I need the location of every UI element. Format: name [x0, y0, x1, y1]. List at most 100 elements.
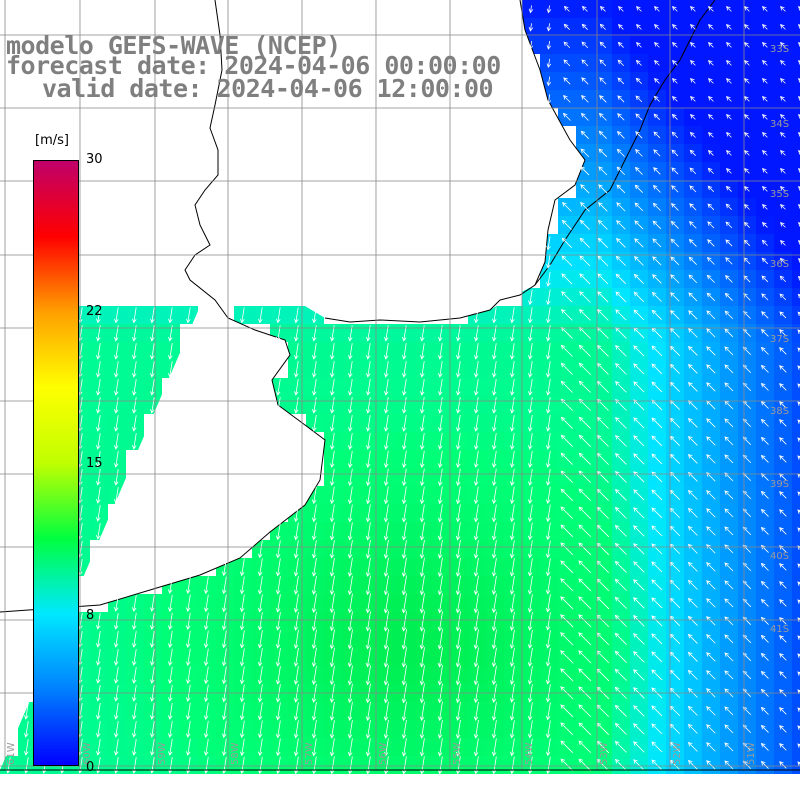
- wind-arrow: [401, 450, 407, 468]
- wind-arrow: [797, 509, 800, 514]
- wind-arrow: [545, 612, 551, 631]
- wind-arrow: [491, 540, 497, 559]
- wind-arrow: [780, 222, 786, 228]
- wind-arrow: [96, 451, 101, 468]
- wind-arrow: [96, 631, 101, 648]
- wind-arrow: [491, 665, 497, 686]
- wind-arrow: [419, 756, 425, 775]
- wind-arrow: [437, 611, 443, 632]
- wind-arrow: [651, 291, 662, 302]
- wind-arrow: [779, 455, 787, 463]
- wind-arrow: [563, 23, 570, 30]
- wind-arrow: [724, 724, 734, 734]
- wind-arrow: [724, 508, 734, 518]
- wind-arrow: [437, 629, 443, 650]
- wind-arrow: [311, 522, 317, 541]
- wind-arrow: [366, 361, 371, 378]
- wind-arrow: [329, 629, 335, 650]
- wind-arrow: [797, 581, 800, 586]
- wind-arrow: [760, 508, 769, 517]
- wind-arrow: [455, 450, 461, 468]
- wind-arrow: [598, 166, 608, 176]
- wind-arrow: [132, 666, 137, 684]
- wind-arrow: [420, 414, 425, 432]
- wind-arrow: [365, 575, 371, 596]
- wind-arrow: [203, 648, 209, 667]
- wind-arrow: [651, 489, 663, 501]
- wind-arrow: [651, 597, 663, 609]
- wind-arrow: [275, 522, 281, 541]
- wind-arrow: [311, 665, 317, 686]
- wind-arrow: [96, 487, 101, 504]
- wind-arrow: [329, 504, 335, 523]
- wind-arrow: [797, 293, 800, 299]
- wind-arrow: [365, 468, 371, 487]
- wind-arrow: [438, 397, 443, 414]
- wind-arrow: [546, 397, 551, 414]
- wind-arrow: [456, 414, 461, 432]
- wind-arrow: [578, 560, 592, 574]
- wind-arrow: [203, 666, 209, 685]
- wind-arrow: [560, 560, 574, 574]
- wind-arrow: [651, 363, 663, 375]
- wind-arrow: [438, 414, 443, 432]
- wind-arrow: [780, 6, 786, 12]
- wind-arrow: [689, 131, 696, 138]
- wind-arrow: [654, 42, 660, 48]
- wind-arrow: [563, 77, 571, 85]
- wind-arrow: [203, 702, 209, 721]
- wind-arrow: [348, 432, 353, 450]
- wind-arrow: [384, 361, 389, 378]
- wind-arrow: [96, 397, 101, 414]
- wind-arrow: [797, 275, 800, 281]
- wind-arrow: [473, 468, 479, 487]
- wind-arrow: [545, 522, 551, 541]
- wind-arrow: [598, 130, 607, 139]
- wind-arrow: [560, 596, 574, 610]
- wind-arrow: [276, 397, 281, 414]
- wind-arrow: [509, 738, 515, 757]
- wind-arrow: [706, 382, 716, 392]
- wind-arrow: [527, 593, 533, 613]
- wind-arrow: [275, 738, 281, 757]
- wind-speed-cell: [792, 432, 800, 450]
- wind-arrow: [762, 186, 768, 192]
- longitude-label: 51W: [746, 742, 757, 765]
- wind-arrow: [114, 703, 119, 720]
- wind-arrow: [455, 756, 461, 775]
- wind-arrow: [311, 593, 317, 614]
- wind-arrow: [616, 130, 625, 139]
- wind-arrow: [383, 539, 389, 559]
- wind-arrow: [527, 647, 533, 667]
- wind-arrow: [614, 722, 627, 735]
- wind-arrow: [510, 432, 515, 450]
- wind-arrow: [578, 578, 592, 592]
- wind-arrow: [221, 630, 227, 649]
- wind-arrow: [579, 273, 591, 285]
- wind-arrow: [797, 617, 800, 622]
- wind-arrow: [456, 397, 461, 414]
- wind-arrow: [347, 575, 353, 596]
- wind-arrow: [797, 527, 800, 532]
- wind-arrow: [599, 77, 607, 85]
- wind-arrow: [545, 756, 551, 775]
- wind-arrow: [150, 307, 155, 324]
- wind-arrow: [614, 524, 627, 537]
- wind-arrow: [293, 738, 299, 757]
- wind-arrow: [560, 542, 574, 556]
- wind-arrow: [293, 522, 299, 541]
- wind-arrow: [706, 706, 716, 716]
- wind-arrow: [168, 361, 173, 378]
- wind-arrow: [239, 576, 245, 595]
- wind-arrow: [473, 629, 479, 650]
- wind-arrow: [294, 379, 299, 396]
- wind-arrow: [509, 629, 515, 650]
- wind-arrow: [419, 486, 425, 505]
- wind-arrow: [384, 432, 389, 450]
- wind-arrow: [560, 380, 573, 393]
- wind-arrow: [779, 761, 787, 769]
- wind-arrow: [797, 671, 800, 676]
- wind-speed-cell: [792, 252, 800, 270]
- wind-arrow: [437, 522, 443, 541]
- wind-arrow: [96, 613, 101, 630]
